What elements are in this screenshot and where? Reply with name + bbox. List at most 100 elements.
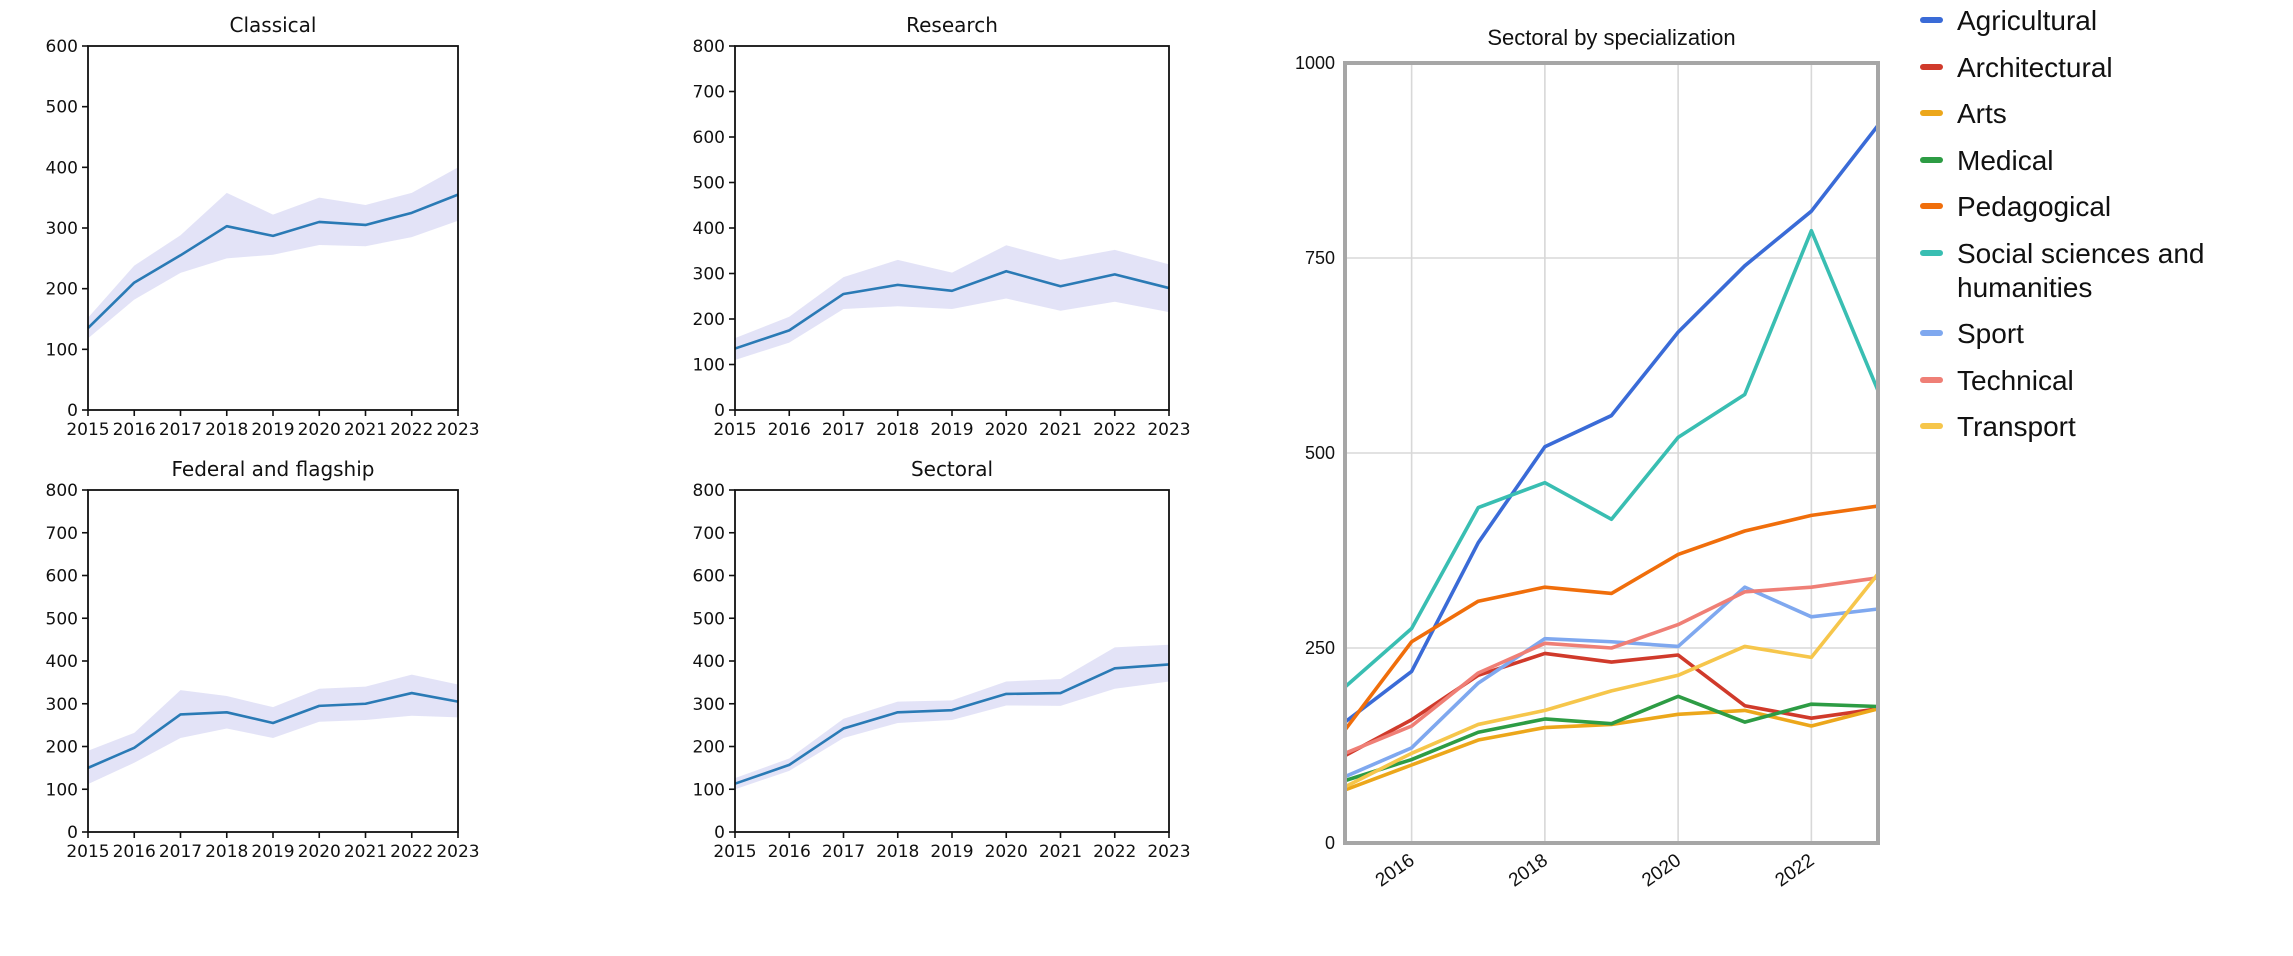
- x-tick-label: 2021: [344, 420, 387, 440]
- x-tick-label: 2020: [1638, 850, 1685, 891]
- x-tick-label: 2021: [1039, 842, 1082, 862]
- x-tick-label: 2020: [985, 842, 1028, 862]
- x-tick-label: 2015: [713, 842, 756, 862]
- legend-swatch-transport: [1920, 423, 1943, 430]
- legend-item-social-sciences-and-humanities: Social sciences and humanities: [1920, 237, 2292, 304]
- y-tick-label: 100: [46, 340, 78, 360]
- y-tick-label: 0: [714, 401, 725, 421]
- legend-label: Transport: [1957, 411, 2076, 443]
- x-axis: 2015 2016 2017 2018 2019 2020 2021 2022 2023: [713, 832, 1191, 862]
- y-tick-label: 500: [46, 609, 78, 629]
- y-tick-label: 400: [46, 158, 78, 178]
- x-tick-label: 2017: [159, 420, 202, 440]
- legend-swatch-pedagogical: [1920, 203, 1943, 210]
- series-line-medical: [1343, 694, 1880, 783]
- y-tick-label: 1000: [1295, 53, 1335, 73]
- series-line-sport: [1343, 585, 1880, 779]
- legend-label: Architectural: [1957, 51, 2113, 83]
- y-tick-label: 200: [693, 738, 725, 758]
- y-tick-label: 800: [693, 481, 725, 501]
- x-tick-label: 2015: [713, 420, 756, 440]
- legend-label: Social sciences and humanities: [1957, 237, 2205, 303]
- x-axis: 2015 2016 2017 2018 2019 2020 2021 2022 2023: [713, 410, 1191, 440]
- x-tick-label: 2019: [930, 842, 973, 862]
- y-axis: 0 100 200 300 400 500 600 700 800: [693, 37, 735, 421]
- x-tick-label: 2022: [1093, 842, 1136, 862]
- x-tick-label: 2023: [436, 842, 479, 862]
- y-tick-label: 750: [1305, 248, 1335, 268]
- legend-item-technical: Technical: [1920, 364, 2292, 398]
- legend-label: Sport: [1957, 318, 2024, 350]
- subplot-title: Research: [906, 13, 998, 37]
- x-tick-label: 2018: [876, 420, 919, 440]
- x-tick-label: 2020: [985, 420, 1028, 440]
- legend-item-arts: Arts: [1920, 97, 2292, 131]
- x-axis: 2015 2016 2017 2018 2019 2020 2021 2022 2023: [66, 832, 480, 862]
- legend-label: Technical: [1957, 364, 2074, 396]
- y-axis: 0 100 200 300 400 500 600 700 800: [693, 481, 735, 843]
- y-tick-label: 500: [46, 98, 78, 118]
- x-tick-label: 2019: [251, 420, 294, 440]
- x-tick-label: 2023: [1147, 842, 1190, 862]
- y-tick-label: 500: [1305, 443, 1335, 463]
- x-tick-label: 2018: [876, 842, 919, 862]
- plot-frame: [1343, 61, 1880, 845]
- federal-and-flagship-confidence-band: [88, 674, 458, 785]
- x-tick-label: 2017: [159, 842, 202, 862]
- y-axis: 0 100 200 300 400 500 600 700 800: [46, 481, 88, 843]
- y-tick-label: 300: [46, 219, 78, 239]
- legend-item-transport: Transport: [1920, 410, 2292, 444]
- series-line-transport: [1343, 572, 1880, 789]
- y-tick-label: 600: [693, 567, 725, 587]
- x-tick-label: 2021: [344, 842, 387, 862]
- x-tick-label: 2016: [768, 842, 811, 862]
- legend-item-agricultural: Agricultural: [1920, 4, 2292, 38]
- y-tick-label: 100: [46, 780, 78, 800]
- y-axis: 0 250 500 750 1000: [1295, 53, 1335, 853]
- y-tick-label: 300: [693, 695, 725, 715]
- legend-swatch-technical: [1920, 376, 1943, 383]
- classical-mean-line: [87, 193, 459, 330]
- y-tick-label: 600: [46, 567, 78, 587]
- specialization-chart: 0 250 500 750 1000 2016 2018 2020 2022 Sectoral b…: [1295, 25, 1880, 891]
- legend-swatch-medical: [1920, 156, 1943, 163]
- classical-confidence-band: [88, 167, 458, 339]
- federal-and-flagship-axes-frame: [87, 489, 459, 833]
- x-tick-label: 2019: [251, 842, 294, 862]
- x-tick-label: 2018: [1505, 850, 1552, 891]
- y-tick-label: 0: [1325, 833, 1335, 853]
- series-line-architectural: [1343, 651, 1880, 758]
- x-tick-label: 2018: [205, 842, 248, 862]
- series-line-pedagogical: [1343, 504, 1880, 732]
- legend-item-medical: Medical: [1920, 144, 2292, 178]
- x-tick-label: 2023: [1147, 420, 1190, 440]
- y-tick-label: 400: [46, 652, 78, 672]
- sectoral-mean-line: [734, 663, 1170, 785]
- x-tick-label: 2015: [66, 842, 109, 862]
- y-tick-label: 600: [693, 128, 725, 148]
- y-tick-label: 0: [67, 823, 78, 843]
- x-tick-label: 2016: [113, 842, 156, 862]
- y-tick-label: 400: [693, 219, 725, 239]
- y-tick-label: 300: [46, 695, 78, 715]
- x-tick-label: 2023: [436, 420, 479, 440]
- legend-swatch-agricultural: [1920, 17, 1943, 23]
- legend-label: Medical: [1957, 144, 2054, 176]
- y-tick-label: 200: [46, 738, 78, 758]
- y-tick-label: 700: [46, 524, 78, 544]
- y-tick-label: 300: [693, 265, 725, 285]
- chart-title: Sectoral by specialization: [1487, 25, 1735, 50]
- x-tick-label: 2017: [822, 842, 865, 862]
- x-tick-label: 2022: [390, 420, 433, 440]
- sectoral-confidence-band: [735, 644, 1169, 790]
- y-tick-label: 500: [693, 609, 725, 629]
- legend-label: Arts: [1957, 98, 2007, 130]
- x-tick-label: 2019: [930, 420, 973, 440]
- series-line-social-sciences-and-humanities: [1343, 228, 1880, 689]
- x-tick-label: 2018: [205, 420, 248, 440]
- x-axis: 2015 2016 2017 2018 2019 2020 2021 2022 2023: [66, 410, 480, 440]
- legend-swatch-architectural: [1920, 63, 1943, 70]
